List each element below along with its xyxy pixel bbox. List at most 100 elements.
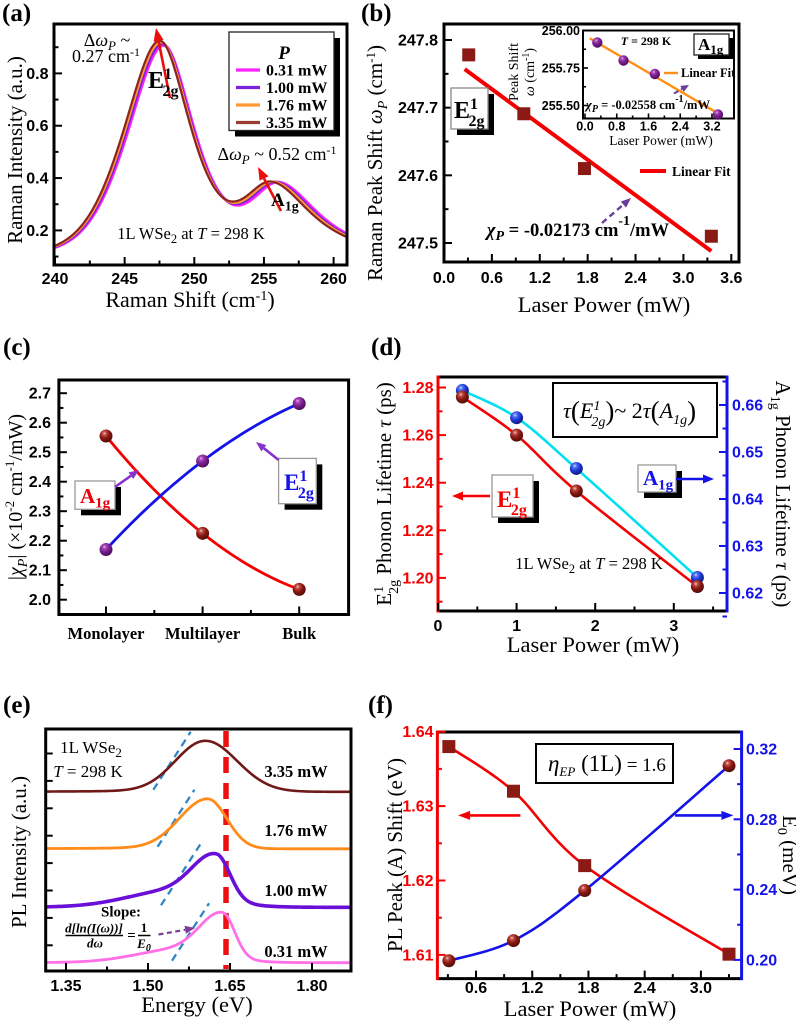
svg-text:0.6: 0.6 bbox=[465, 980, 487, 997]
svg-text:0.31 mW: 0.31 mW bbox=[266, 63, 327, 80]
svg-text:0.27 cm-1: 0.27 cm-1 bbox=[72, 45, 140, 66]
svg-text:1: 1 bbox=[141, 920, 148, 935]
svg-text:T = 298 K: T = 298 K bbox=[53, 762, 123, 781]
svg-text:ΔωP ~ 0.52 cm-1: ΔωP ~ 0.52 cm-1 bbox=[218, 143, 337, 167]
svg-text:0.62: 0.62 bbox=[732, 586, 763, 603]
svg-text:0.66: 0.66 bbox=[732, 398, 763, 415]
svg-text:247.7: 247.7 bbox=[398, 100, 438, 117]
svg-text:0.63: 0.63 bbox=[732, 539, 763, 556]
svg-text:2.5: 2.5 bbox=[29, 445, 51, 462]
svg-text:=: = bbox=[127, 928, 136, 944]
svg-text:0.65: 0.65 bbox=[732, 445, 763, 462]
svg-text:Laser Power (mW): Laser Power (mW) bbox=[609, 133, 712, 148]
svg-text:0.31 mW: 0.31 mW bbox=[264, 942, 328, 961]
svg-text:1.76 mW: 1.76 mW bbox=[266, 98, 327, 115]
svg-text:(b): (b) bbox=[361, 0, 392, 27]
svg-text:0.20: 0.20 bbox=[746, 952, 777, 969]
svg-text:3.0: 3.0 bbox=[672, 270, 694, 287]
svg-text:(f): (f) bbox=[368, 692, 393, 719]
svg-text:245: 245 bbox=[111, 271, 138, 288]
svg-text:2: 2 bbox=[591, 618, 600, 635]
svg-text:Linear Fit: Linear Fit bbox=[672, 164, 731, 179]
svg-text:240: 240 bbox=[42, 271, 69, 288]
svg-text:250: 250 bbox=[181, 271, 208, 288]
svg-text:247.5: 247.5 bbox=[398, 236, 438, 253]
svg-text:E0 (meV): E0 (meV) bbox=[774, 815, 796, 895]
svg-text:1.00 mW: 1.00 mW bbox=[264, 881, 328, 900]
svg-text:0.8: 0.8 bbox=[26, 66, 48, 83]
svg-text:0.2: 0.2 bbox=[26, 223, 48, 240]
svg-text:Laser Power (mW): Laser Power (mW) bbox=[504, 996, 676, 1021]
svg-text:1.64: 1.64 bbox=[402, 724, 433, 741]
svg-text:2.4: 2.4 bbox=[634, 980, 656, 997]
svg-text:2.4: 2.4 bbox=[624, 270, 646, 287]
svg-text:2.1: 2.1 bbox=[29, 563, 51, 580]
svg-text:2.3: 2.3 bbox=[29, 504, 51, 521]
svg-text:255: 255 bbox=[251, 271, 278, 288]
svg-text:Energy (eV): Energy (eV) bbox=[141, 992, 252, 1017]
svg-text:0.28: 0.28 bbox=[746, 812, 777, 829]
svg-text:0.6: 0.6 bbox=[26, 118, 48, 135]
svg-text:χP = -0.02558 cm-1/mW: χP = -0.02558 cm-1/mW bbox=[584, 94, 710, 115]
svg-text:1L WSe2 at T = 298 K: 1L WSe2 at T = 298 K bbox=[515, 554, 663, 576]
svg-text:PL Peak (A) Shift (eV): PL Peak (A) Shift (eV) bbox=[383, 758, 407, 952]
svg-text:T = 298 K: T = 298 K bbox=[621, 34, 672, 48]
svg-text:1.24: 1.24 bbox=[402, 475, 433, 492]
svg-text:Raman Shift (cm-1): Raman Shift (cm-1) bbox=[105, 287, 274, 312]
svg-text:1.00 mW: 1.00 mW bbox=[266, 80, 327, 97]
svg-text:E12g Phonon Lifetime τ (ps): E12g Phonon Lifetime τ (ps) bbox=[372, 382, 402, 606]
svg-text:255.75: 255.75 bbox=[542, 62, 580, 76]
svg-text:(a): (a) bbox=[2, 0, 31, 27]
svg-text:P: P bbox=[277, 43, 290, 64]
svg-text:1.80: 1.80 bbox=[296, 978, 327, 995]
svg-text:247.8: 247.8 bbox=[398, 33, 438, 50]
svg-text:(d): (d) bbox=[371, 334, 402, 361]
svg-text:Raman Intensity (a.u.): Raman Intensity (a.u.) bbox=[3, 56, 27, 244]
svg-text:Laser Power (mW): Laser Power (mW) bbox=[507, 632, 679, 657]
svg-text:1.2: 1.2 bbox=[521, 980, 543, 997]
svg-text:3.35 mW: 3.35 mW bbox=[264, 762, 328, 781]
svg-text:A1g Phonon Lifetime τ (ps): A1g Phonon Lifetime τ (ps) bbox=[767, 381, 795, 608]
svg-text:256.00: 256.00 bbox=[542, 24, 580, 38]
svg-text:0.24: 0.24 bbox=[746, 882, 777, 899]
svg-text:1.2: 1.2 bbox=[529, 270, 551, 287]
svg-text:1.63: 1.63 bbox=[402, 799, 433, 816]
svg-text:Raman Peak Shift ωP (cm-1): Raman Peak Shift ωP (cm-1) bbox=[363, 45, 391, 281]
svg-text:Multilayer: Multilayer bbox=[165, 624, 240, 643]
svg-text:1: 1 bbox=[512, 618, 521, 635]
svg-text:2.4: 2.4 bbox=[29, 474, 51, 491]
svg-text:1.61: 1.61 bbox=[402, 947, 433, 964]
svg-text:1.20: 1.20 bbox=[402, 570, 433, 587]
svg-text:|χP| (×10-2 cm-1/mW): |χP| (×10-2 cm-1/mW) bbox=[2, 414, 31, 580]
svg-text:1.8: 1.8 bbox=[577, 980, 599, 997]
svg-text:Slope:: Slope: bbox=[101, 905, 141, 921]
svg-text:0.0: 0.0 bbox=[576, 120, 593, 134]
svg-text:1.26: 1.26 bbox=[402, 428, 433, 445]
svg-text:ΔωP ~: ΔωP ~ bbox=[84, 30, 131, 53]
svg-text:Laser Power (mW): Laser Power (mW) bbox=[518, 292, 690, 317]
svg-text:3.6: 3.6 bbox=[720, 270, 742, 287]
svg-text:3.0: 3.0 bbox=[690, 980, 712, 997]
svg-text:1L WSe2 at T = 298 K: 1L WSe2 at T = 298 K bbox=[117, 224, 265, 246]
svg-text:1.8: 1.8 bbox=[577, 270, 599, 287]
svg-text:0.8: 0.8 bbox=[608, 120, 625, 134]
svg-text:0.4: 0.4 bbox=[26, 171, 48, 188]
svg-text:0.32: 0.32 bbox=[746, 742, 777, 759]
svg-text:2.0: 2.0 bbox=[29, 592, 51, 609]
svg-text:1.22: 1.22 bbox=[402, 523, 433, 540]
svg-text:χP = -0.02173 cm-1/mW: χP = -0.02173 cm-1/mW bbox=[484, 214, 670, 244]
svg-text:2.6: 2.6 bbox=[29, 415, 51, 432]
svg-text:260: 260 bbox=[320, 271, 347, 288]
svg-text:2.4: 2.4 bbox=[672, 120, 689, 134]
svg-text:Monolayer: Monolayer bbox=[68, 624, 145, 643]
svg-text:Bulk: Bulk bbox=[282, 624, 317, 643]
svg-text:0.6: 0.6 bbox=[481, 270, 503, 287]
svg-text:ηEP (1L) = 1.6: ηEP (1L) = 1.6 bbox=[548, 751, 666, 779]
svg-text:2.7: 2.7 bbox=[29, 386, 51, 403]
svg-text:1.6: 1.6 bbox=[640, 120, 657, 134]
svg-text:Peak Shift: Peak Shift bbox=[507, 43, 522, 101]
svg-text:1.76 mW: 1.76 mW bbox=[264, 821, 328, 840]
svg-text:dω: dω bbox=[87, 936, 103, 951]
svg-text:3: 3 bbox=[669, 618, 678, 635]
svg-text:1L WSe2: 1L WSe2 bbox=[60, 738, 122, 760]
